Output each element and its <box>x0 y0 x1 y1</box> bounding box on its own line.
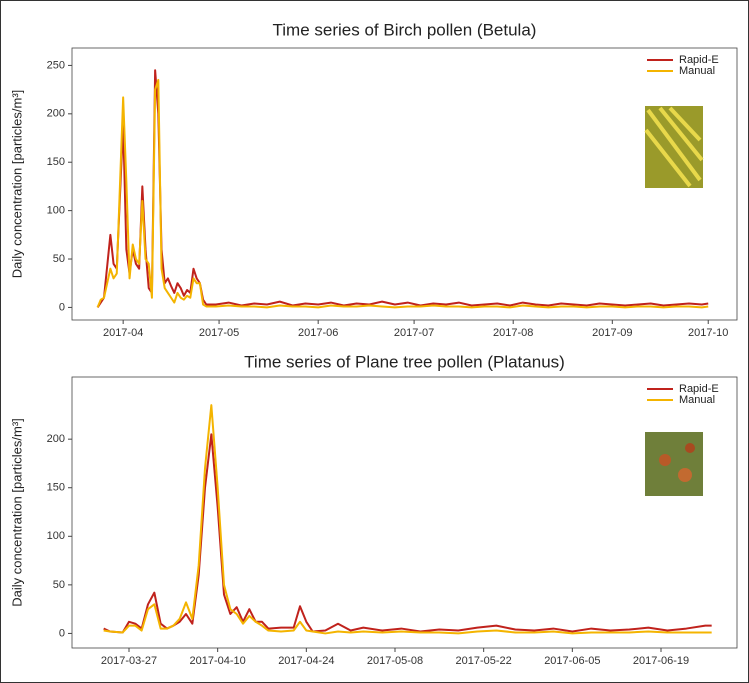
y-tick-label: 50 <box>53 253 65 265</box>
plane-photo <box>645 432 703 496</box>
y-axis-label: Daily concentration [particles/m³] <box>9 418 24 607</box>
x-tick-label: 2017-05-22 <box>456 655 512 667</box>
x-tick-label: 2017-04 <box>103 327 143 339</box>
y-tick-label: 100 <box>47 530 65 542</box>
legend-label: Manual <box>679 394 715 406</box>
y-tick-label: 250 <box>47 59 65 71</box>
x-tick-label: 2017-08 <box>493 327 533 339</box>
y-tick-label: 150 <box>47 482 65 494</box>
x-tick-label: 2017-06 <box>298 327 338 339</box>
x-tick-label: 2017-05-08 <box>367 655 423 667</box>
x-tick-label: 2017-05 <box>199 327 239 339</box>
plane-photo-detail <box>659 454 671 466</box>
figure: Time series of Birch pollen (Betula) Dail… <box>0 0 749 683</box>
x-tick-label: 2017-03-27 <box>101 655 157 667</box>
x-tick-label: 2017-06-05 <box>544 655 600 667</box>
y-tick-label: 150 <box>47 156 65 168</box>
x-tick-label: 2017-10 <box>688 327 728 339</box>
x-tick-label: 2017-06-19 <box>633 655 689 667</box>
chart-title: Time series of Plane tree pollen (Platan… <box>244 352 565 371</box>
figure-border <box>1 1 749 683</box>
y-tick-label: 200 <box>47 108 65 120</box>
y-tick-label: 50 <box>53 579 65 591</box>
y-axis-label: Daily concentration [particles/m³] <box>9 90 24 279</box>
plane-photo-detail <box>685 443 695 453</box>
plane-photo-detail <box>678 468 692 482</box>
x-tick-label: 2017-07 <box>394 327 434 339</box>
x-tick-label: 2017-04-24 <box>278 655 334 667</box>
chart-title: Time series of Birch pollen (Betula) <box>273 20 537 39</box>
legend-label: Manual <box>679 65 715 77</box>
x-tick-label: 2017-09 <box>592 327 632 339</box>
y-tick-label: 200 <box>47 433 65 445</box>
y-tick-label: 0 <box>59 301 65 313</box>
y-tick-label: 100 <box>47 205 65 217</box>
y-tick-label: 0 <box>59 627 65 639</box>
x-tick-label: 2017-04-10 <box>190 655 246 667</box>
